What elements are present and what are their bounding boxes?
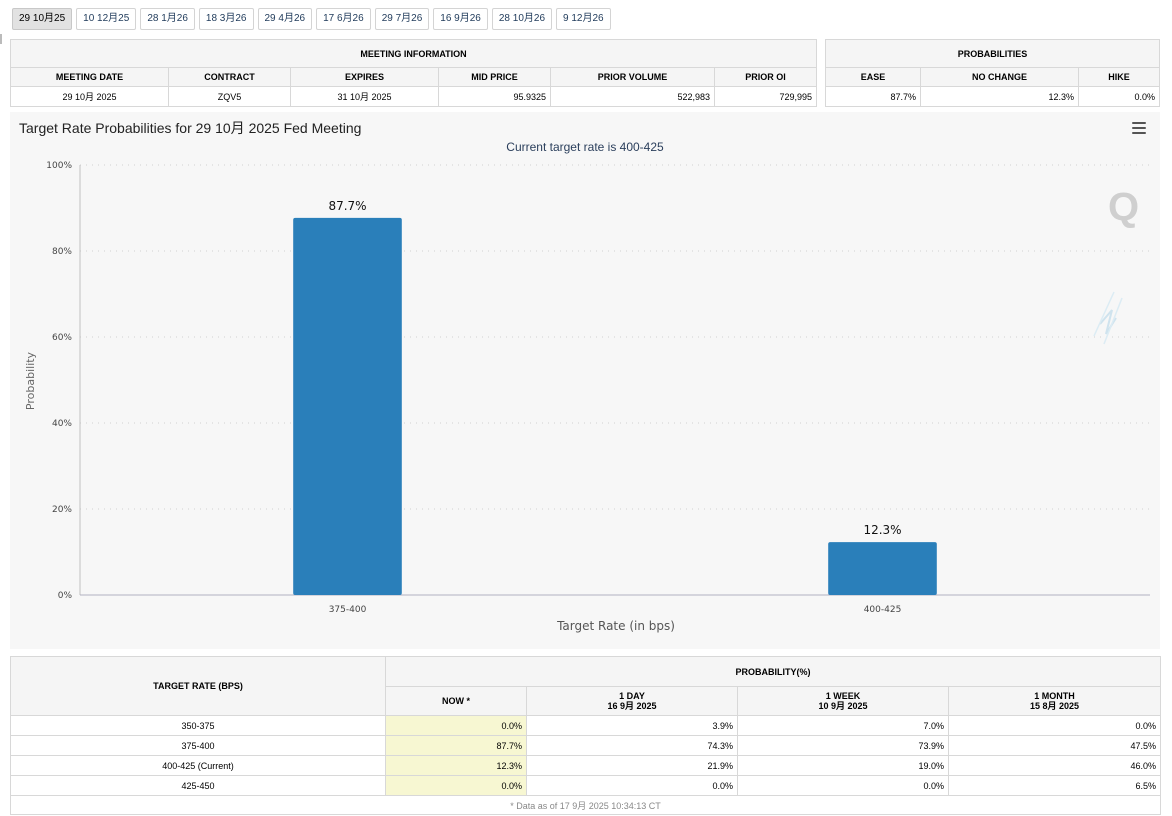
bar-chart: Q 0% 20% 40% 60% 80% 100% 375-400 400-425 87.7%… xyxy=(24,161,1150,633)
probabilities-table: PROBABILITIES EASE NO CHANGE HIKE 87.7% … xyxy=(825,39,1160,107)
svg-text:Q: Q xyxy=(1108,185,1139,229)
col-1-day-date: 16 9月 2025 xyxy=(607,701,657,711)
y-tick-label: 100% xyxy=(46,161,72,171)
one-week-cell: 0.0% xyxy=(737,775,949,796)
expires-value: 31 10月 2025 xyxy=(290,86,439,107)
tab-meeting-6[interactable]: 29 7月26 xyxy=(374,8,430,30)
tab-meeting-7[interactable]: 16 9月26 xyxy=(433,8,488,30)
target-rate-table: TARGET RATE (BPS) PROBABILITY(%) NOW * 1… xyxy=(10,656,1161,815)
ease-value: 87.7% xyxy=(825,86,921,107)
tab-meeting-2[interactable]: 28 1月26 xyxy=(140,8,195,30)
one-day-cell: 3.9% xyxy=(526,715,738,736)
no-change-value: 12.3% xyxy=(920,86,1079,107)
now-cell: 0.0% xyxy=(385,775,527,796)
prior-volume-value: 522,983 xyxy=(550,86,715,107)
col-1-month-date: 15 8月 2025 xyxy=(1029,701,1080,711)
tab-meeting-0[interactable]: 29 10月25 xyxy=(12,8,73,30)
col-1-week: 1 WEEK 10 9月 2025 xyxy=(737,686,949,716)
one-month-cell: 47.5% xyxy=(948,735,1161,756)
col-mid-price: MID PRICE xyxy=(438,67,551,87)
chart-panel: Q 0% 20% 40% 60% 80% 100% 375-400 400-425 87.7%… xyxy=(10,112,1160,649)
tab-meeting-3[interactable]: 18 3月26 xyxy=(198,8,254,30)
y-tick-label: 80% xyxy=(52,247,72,257)
chart-menu-icon[interactable] xyxy=(1132,122,1146,134)
data-label: 12.3% xyxy=(863,523,901,537)
mid-price-value: 95.9325 xyxy=(438,86,551,107)
col-1-month-label: 1 MONTH xyxy=(1034,691,1075,701)
col-1-week-label: 1 WEEK xyxy=(825,691,861,701)
col-no-change: NO CHANGE xyxy=(920,67,1079,87)
one-week-cell: 7.0% xyxy=(737,715,949,736)
col-target-rate: TARGET RATE (BPS) xyxy=(10,656,386,716)
meeting-info-header: MEETING INFORMATION xyxy=(9,39,818,68)
watermark-logo: Q xyxy=(1093,185,1139,345)
col-probability: PROBABILITY(%) xyxy=(385,656,1161,687)
table-row: 425-450 0.0% 0.0% 0.0% 6.5% xyxy=(10,775,1161,796)
y-tick-label: 0% xyxy=(58,591,73,601)
table-row: 400-425 (Current) 12.3% 21.9% 19.0% 46.0… xyxy=(10,755,1161,776)
col-now: NOW * xyxy=(385,686,527,716)
one-day-cell: 0.0% xyxy=(526,775,738,796)
now-cell: 87.7% xyxy=(385,735,527,756)
one-month-cell: 46.0% xyxy=(948,755,1161,776)
data-timestamp-footnote: * Data as of 17 9月 2025 10:34:13 CT xyxy=(10,795,1161,815)
tab-meeting-8[interactable]: 28 10月26 xyxy=(491,8,553,30)
col-1-day: 1 DAY 16 9月 2025 xyxy=(526,686,738,716)
tab-meeting-4[interactable]: 29 4月26 xyxy=(257,8,313,30)
col-contract: CONTRACT xyxy=(168,67,291,87)
target-rate-cell: 425-450 xyxy=(10,775,386,796)
hike-value: 0.0% xyxy=(1078,86,1160,107)
one-month-cell: 0.0% xyxy=(948,715,1161,736)
axes: 0% 20% 40% 60% 80% 100% 375-400 400-425 xyxy=(46,161,1150,615)
prior-oi-value: 729,995 xyxy=(713,86,818,107)
col-prior-volume: PRIOR VOLUME xyxy=(550,67,715,87)
y-tick-label: 60% xyxy=(52,333,72,343)
one-month-cell: 6.5% xyxy=(948,775,1161,796)
data-label: 87.7% xyxy=(328,199,366,213)
chart-subtitle: Current target rate is 400-425 xyxy=(506,140,664,154)
gridlines xyxy=(80,164,1150,510)
tab-meeting-1[interactable]: 10 12月25 xyxy=(76,8,137,30)
x-tick-label: 375-400 xyxy=(329,605,367,615)
y-tick-label: 20% xyxy=(52,505,72,515)
col-1-week-date: 10 9月 2025 xyxy=(818,701,868,711)
col-ease: EASE xyxy=(825,67,921,87)
contract-value: ZQV5 xyxy=(168,86,291,107)
bar-375-400[interactable] xyxy=(293,217,402,595)
now-cell: 0.0% xyxy=(385,715,527,736)
meeting-date-value: 29 10月 2025 xyxy=(10,86,169,107)
col-hike: HIKE xyxy=(1078,67,1160,87)
one-week-cell: 19.0% xyxy=(737,755,949,776)
target-rate-cell: 350-375 xyxy=(10,715,386,736)
target-rate-cell: 400-425 (Current) xyxy=(10,755,386,776)
meeting-date-tabs: 29 10月25 10 12月25 28 1月26 18 3月26 29 4月2… xyxy=(12,8,611,30)
one-day-cell: 74.3% xyxy=(526,735,738,756)
now-cell: 12.3% xyxy=(385,755,527,776)
one-week-cell: 73.9% xyxy=(737,735,949,756)
table-row: 350-375 0.0% 3.9% 7.0% 0.0% xyxy=(10,715,1161,736)
meeting-information-table: MEETING INFORMATION MEETING DATE CONTRAC… xyxy=(9,39,818,107)
col-expires: EXPIRES xyxy=(290,67,439,87)
one-day-cell: 21.9% xyxy=(526,755,738,776)
x-axis-label: Target Rate (in bps) xyxy=(556,619,675,633)
left-edge-marker xyxy=(0,34,2,44)
bar-400-425[interactable] xyxy=(828,542,937,595)
target-rate-cell: 375-400 xyxy=(10,735,386,756)
col-1-day-label: 1 DAY xyxy=(619,691,645,701)
chart-title: Target Rate Probabilities for 29 10月 202… xyxy=(19,120,362,136)
col-meeting-date: MEETING DATE xyxy=(10,67,169,87)
col-1-month: 1 MONTH 15 8月 2025 xyxy=(948,686,1161,716)
y-axis-label: Probability xyxy=(24,351,37,410)
col-prior-oi: PRIOR OI xyxy=(713,67,818,87)
x-tick-label: 400-425 xyxy=(864,605,902,615)
y-tick-label: 40% xyxy=(52,419,72,429)
table-row: 375-400 87.7% 74.3% 73.9% 47.5% xyxy=(10,735,1161,756)
bars: 87.7% 12.3% xyxy=(293,199,937,595)
tab-meeting-9[interactable]: 9 12月26 xyxy=(556,8,611,30)
probabilities-header: PROBABILITIES xyxy=(825,39,1160,68)
tab-meeting-5[interactable]: 17 6月26 xyxy=(316,8,371,30)
